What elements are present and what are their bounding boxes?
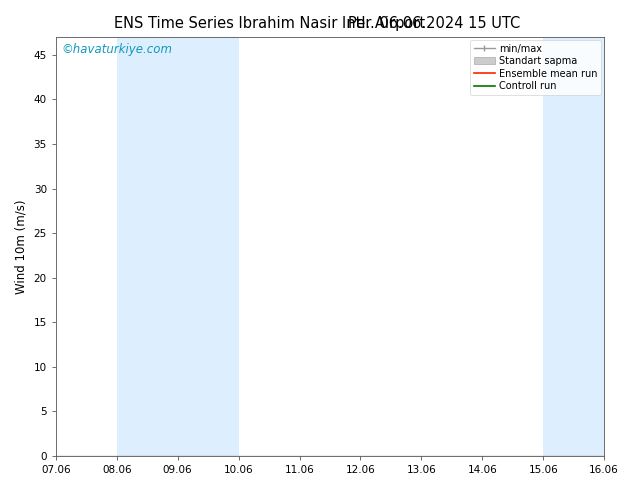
- Text: ©havaturkiye.com: ©havaturkiye.com: [61, 43, 172, 56]
- Bar: [117, 37, 178, 456]
- Bar: [178, 37, 238, 456]
- Text: ENS Time Series Ibrahim Nasir Intl. Airport: ENS Time Series Ibrahim Nasir Intl. Airp…: [114, 16, 425, 31]
- Bar: [543, 37, 604, 456]
- Y-axis label: Wind 10m (m/s): Wind 10m (m/s): [15, 199, 28, 294]
- Legend: min/max, Standart sapma, Ensemble mean run, Controll run: min/max, Standart sapma, Ensemble mean r…: [470, 40, 601, 95]
- Text: Per. 06.06.2024 15 UTC: Per. 06.06.2024 15 UTC: [347, 16, 520, 31]
- Bar: [604, 37, 634, 456]
